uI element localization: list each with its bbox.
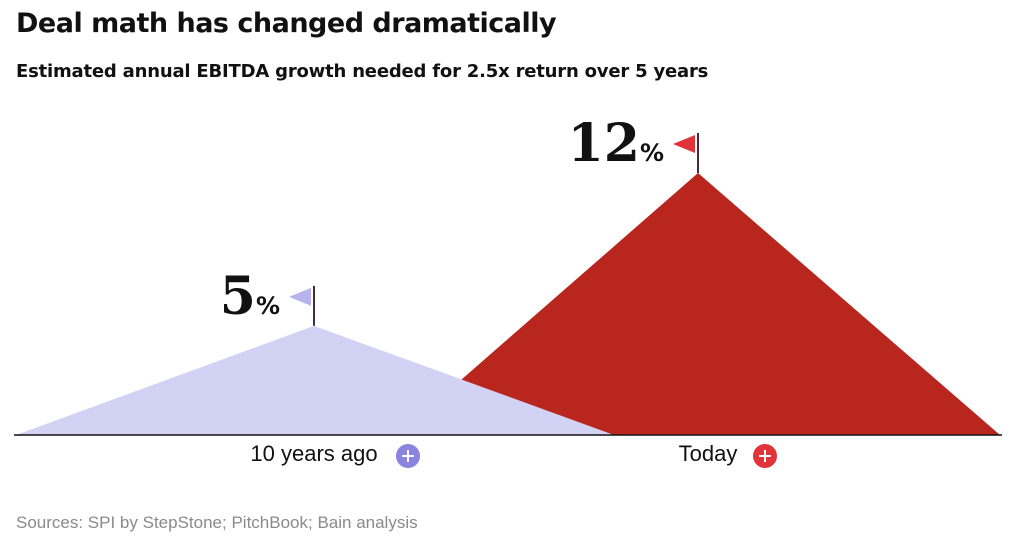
- mountain-10-years-ago-overlap: [399, 356, 614, 435]
- category-label-today: Today: [679, 441, 738, 466]
- value-number-today: 12: [568, 113, 640, 174]
- expand-today-button[interactable]: [753, 444, 777, 468]
- category-label-10-years-ago: 10 years ago: [250, 441, 377, 466]
- value-label-10-years-ago: 5%: [220, 266, 280, 327]
- source-note: Sources: SPI by StepStone; PitchBook; Ba…: [16, 513, 418, 532]
- value-percent-today: %: [640, 139, 664, 167]
- flag-10-years-ago: [289, 287, 311, 306]
- chart-title: Deal math has changed dramatically: [16, 8, 557, 39]
- plus-icon: [759, 450, 771, 462]
- mountain-today: [398, 173, 1000, 435]
- expand-10-years-ago-button[interactable]: [396, 444, 420, 468]
- value-percent-10-years-ago: %: [256, 292, 280, 320]
- chart-subtitle: Estimated annual EBITDA growth needed fo…: [16, 61, 709, 82]
- value-label-today: 12%: [568, 113, 664, 174]
- plus-icon: [402, 450, 414, 462]
- value-number-10-years-ago: 5: [220, 266, 256, 327]
- flag-today: [673, 135, 695, 153]
